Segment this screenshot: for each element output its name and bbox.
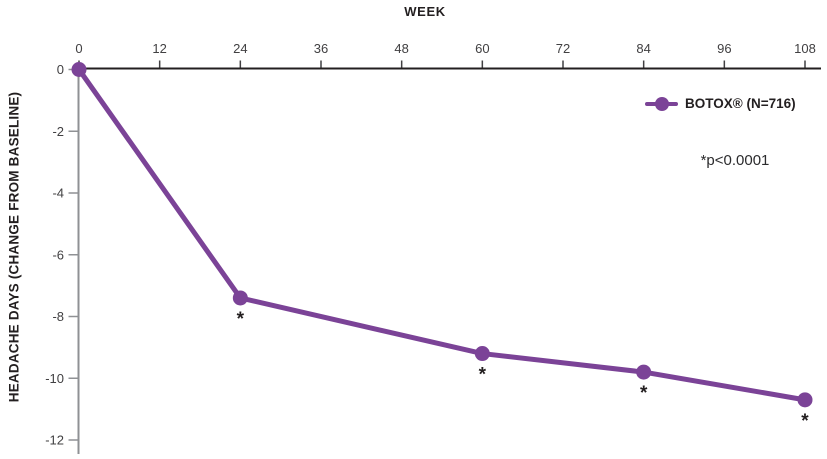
- x-tick-label: 96: [717, 41, 731, 56]
- legend: BOTOX® (N=716): [645, 96, 796, 111]
- y-tick-label: -8: [52, 309, 64, 324]
- x-tick-label: 12: [152, 41, 166, 56]
- data-point-marker: [232, 290, 248, 306]
- y-tick-label: -6: [52, 247, 64, 262]
- y-axis-title: HEADACHE DAYS (CHANGE FROM BASELINE): [6, 91, 22, 403]
- x-tick-label: 24: [233, 41, 247, 56]
- legend-dot-icon: [654, 96, 669, 111]
- significance-asterisk: *: [801, 411, 809, 432]
- data-point-marker: [474, 346, 490, 362]
- x-tick-label: 60: [475, 41, 489, 56]
- data-point-marker: [797, 392, 813, 408]
- x-tick-label: 108: [794, 41, 816, 56]
- x-tick-label: 48: [394, 41, 408, 56]
- significance-asterisk: *: [640, 383, 648, 404]
- data-point-marker: [636, 364, 652, 380]
- legend-label: BOTOX® (N=716): [685, 96, 796, 111]
- y-tick-label: -10: [45, 371, 64, 386]
- y-tick-label: -4: [52, 186, 64, 201]
- x-tick-label: 72: [556, 41, 570, 56]
- p-value-annotation: *p<0.0001: [700, 152, 770, 169]
- significance-asterisk: *: [237, 309, 245, 330]
- series-line: [76, 67, 808, 403]
- y-tick-label: -12: [45, 433, 64, 448]
- x-tick-label: 0: [75, 41, 82, 56]
- x-tick-label: 84: [636, 41, 650, 56]
- y-tick-label: 0: [57, 62, 64, 77]
- legend-marker-icon: [645, 96, 678, 111]
- data-point-marker: [71, 62, 87, 77]
- y-tick-label: -2: [52, 124, 64, 139]
- x-tick-label: 36: [314, 41, 328, 56]
- significance-asterisk: *: [479, 365, 487, 386]
- x-axis-title: WEEK: [404, 4, 446, 19]
